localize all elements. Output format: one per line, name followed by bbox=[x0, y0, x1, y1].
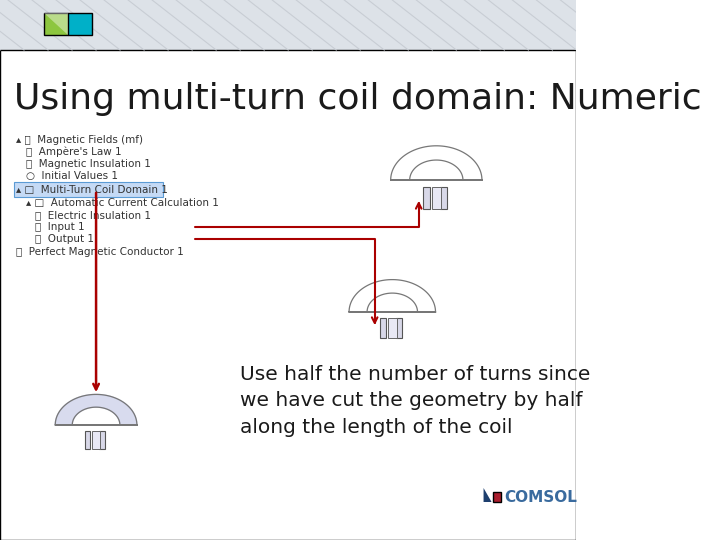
FancyBboxPatch shape bbox=[44, 13, 68, 35]
FancyBboxPatch shape bbox=[68, 13, 92, 35]
FancyBboxPatch shape bbox=[423, 187, 430, 209]
FancyBboxPatch shape bbox=[493, 492, 501, 502]
Text: ▴ □  Multi-Turn Coil Domain 1: ▴ □ Multi-Turn Coil Domain 1 bbox=[16, 185, 168, 195]
Text: 📷  Input 1: 📷 Input 1 bbox=[35, 222, 85, 232]
Polygon shape bbox=[484, 488, 492, 502]
Text: Use half the number of turns since
we have cut the geometry by half
along the le: Use half the number of turns since we ha… bbox=[240, 365, 590, 437]
FancyBboxPatch shape bbox=[85, 431, 90, 449]
Polygon shape bbox=[44, 13, 68, 35]
Text: ▴ 🔴  Magnetic Fields (mf): ▴ 🔴 Magnetic Fields (mf) bbox=[16, 135, 143, 145]
FancyBboxPatch shape bbox=[431, 187, 441, 209]
FancyBboxPatch shape bbox=[99, 431, 105, 449]
Text: 📷  Perfect Magnetic Conductor 1: 📷 Perfect Magnetic Conductor 1 bbox=[16, 247, 184, 257]
FancyBboxPatch shape bbox=[440, 187, 447, 209]
Text: 📷  Output 1: 📷 Output 1 bbox=[35, 234, 94, 244]
FancyBboxPatch shape bbox=[92, 431, 100, 449]
Text: ○  Initial Values 1: ○ Initial Values 1 bbox=[26, 171, 117, 181]
FancyBboxPatch shape bbox=[388, 318, 397, 339]
FancyBboxPatch shape bbox=[0, 50, 577, 540]
Text: 📷  Electric Insulation 1: 📷 Electric Insulation 1 bbox=[35, 210, 151, 220]
FancyBboxPatch shape bbox=[0, 0, 577, 50]
Text: COMSOL: COMSOL bbox=[505, 489, 577, 504]
Text: 📷  Magnetic Insulation 1: 📷 Magnetic Insulation 1 bbox=[26, 159, 150, 169]
FancyBboxPatch shape bbox=[379, 318, 386, 339]
Text: ▴ □  Automatic Current Calculation 1: ▴ □ Automatic Current Calculation 1 bbox=[26, 198, 218, 208]
Text: 📄  Ampère's Law 1: 📄 Ampère's Law 1 bbox=[26, 147, 121, 157]
FancyBboxPatch shape bbox=[14, 182, 163, 197]
Text: Using multi-turn coil domain: Numeric: Using multi-turn coil domain: Numeric bbox=[14, 82, 702, 116]
FancyBboxPatch shape bbox=[396, 318, 402, 339]
Polygon shape bbox=[55, 394, 137, 425]
